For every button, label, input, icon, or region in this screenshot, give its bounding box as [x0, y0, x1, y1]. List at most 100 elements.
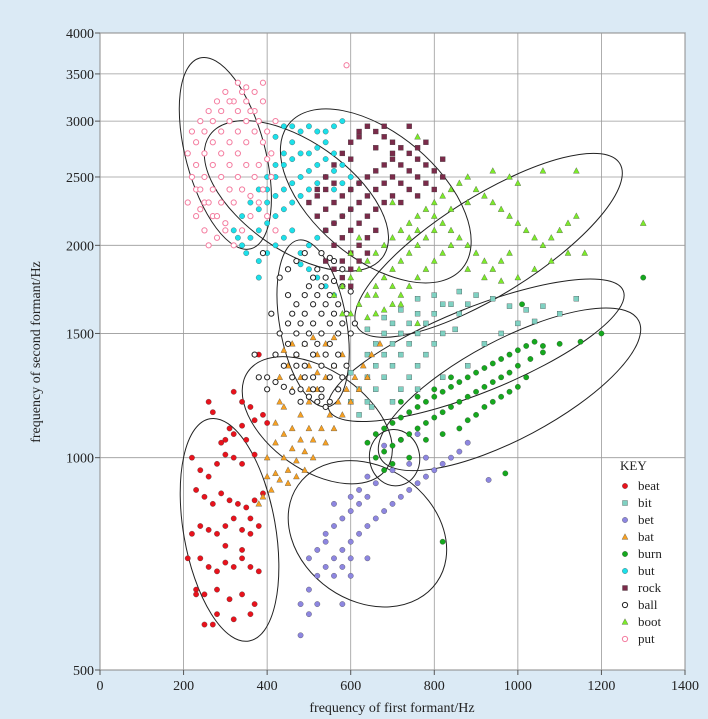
- point-boot: [489, 198, 497, 206]
- point-put: [209, 139, 216, 146]
- point-burn: [577, 338, 584, 345]
- point-burn: [423, 398, 429, 405]
- point-put: [201, 173, 208, 181]
- legend-marker-boot: [621, 618, 629, 625]
- point-burn: [406, 431, 413, 437]
- point-burn: [456, 425, 463, 432]
- point-beat: [230, 388, 237, 395]
- point-ball: [347, 330, 354, 337]
- point-bit: [456, 311, 463, 317]
- point-burn: [481, 404, 488, 410]
- point-bet: [322, 564, 329, 570]
- point-put: [247, 107, 254, 115]
- point-burn: [414, 425, 421, 432]
- point-bet: [364, 555, 371, 562]
- point-rock: [356, 180, 362, 186]
- point-rock: [406, 186, 412, 193]
- point-ball: [293, 362, 300, 369]
- point-but: [331, 168, 337, 174]
- point-beat: [201, 493, 208, 500]
- point-ball: [330, 362, 338, 369]
- point-bit: [473, 292, 479, 298]
- point-bat: [343, 385, 350, 392]
- point-but: [281, 186, 287, 193]
- point-put: [243, 84, 250, 91]
- point-rock: [314, 186, 320, 193]
- point-burn: [481, 384, 488, 390]
- y-axis-label: frequency of second formant/Hz: [29, 261, 44, 443]
- point-but: [306, 266, 312, 273]
- point-put: [218, 107, 225, 115]
- point-but: [264, 220, 270, 227]
- point-ball: [276, 330, 283, 337]
- point-ball: [301, 362, 308, 369]
- point-ball: [280, 383, 287, 390]
- point-ball: [301, 340, 308, 347]
- point-ball: [318, 283, 325, 290]
- point-burn: [423, 420, 429, 426]
- point-put: [213, 213, 221, 220]
- point-but: [247, 234, 254, 241]
- point-bat: [314, 368, 321, 376]
- point-ball: [339, 374, 346, 381]
- point-but: [264, 199, 270, 206]
- point-bet: [306, 611, 312, 617]
- point-beat: [235, 501, 241, 507]
- point-ball: [310, 374, 317, 381]
- point-rock: [364, 174, 371, 180]
- point-boot: [330, 291, 338, 298]
- point-put: [272, 118, 279, 125]
- point-but: [339, 180, 346, 187]
- point-rock: [431, 186, 437, 193]
- point-but: [306, 242, 312, 249]
- point-boot: [372, 310, 380, 317]
- point-bit: [381, 314, 387, 321]
- point-beat: [247, 611, 254, 617]
- point-boot: [514, 179, 522, 186]
- point-ball: [318, 330, 325, 337]
- point-burn: [381, 448, 387, 455]
- point-rock: [356, 199, 362, 206]
- series-boot: [330, 133, 647, 326]
- point-but: [281, 150, 287, 157]
- point-ball: [330, 257, 338, 265]
- point-boot: [506, 249, 513, 256]
- y-tick-label: 1500: [66, 327, 94, 342]
- point-rock: [414, 145, 421, 151]
- point-bit: [515, 320, 521, 327]
- cluster-outline-bet: [287, 460, 448, 608]
- legend-marker-rock: [622, 585, 628, 591]
- point-rock: [348, 139, 354, 145]
- point-boot: [431, 212, 438, 219]
- point-bit: [389, 363, 396, 369]
- point-ball: [310, 351, 317, 358]
- point-boot: [347, 273, 354, 281]
- cluster-outline-bit: [327, 278, 625, 423]
- point-rock: [356, 258, 362, 264]
- point-put: [238, 88, 246, 96]
- point-ball: [259, 249, 267, 257]
- point-rock: [356, 128, 362, 135]
- point-bet: [347, 538, 354, 545]
- point-burn: [498, 374, 504, 381]
- point-put: [234, 107, 241, 115]
- point-bat: [280, 454, 288, 461]
- point-bet: [372, 515, 379, 522]
- point-burn: [398, 414, 404, 421]
- point-boot: [397, 257, 405, 264]
- point-rock: [414, 156, 421, 162]
- point-put: [213, 98, 221, 105]
- legend-label-ball: ball: [638, 597, 658, 612]
- y-tick-label: 3000: [66, 115, 94, 130]
- point-ball: [310, 386, 317, 393]
- point-rock: [406, 150, 412, 157]
- point-bat: [301, 447, 308, 455]
- point-ball: [255, 374, 262, 381]
- point-ball: [335, 351, 342, 358]
- point-boot: [431, 257, 438, 264]
- point-ball: [289, 310, 296, 317]
- point-boot: [405, 282, 413, 289]
- point-bet: [456, 448, 463, 455]
- point-bet: [331, 501, 337, 507]
- point-burn: [515, 362, 521, 369]
